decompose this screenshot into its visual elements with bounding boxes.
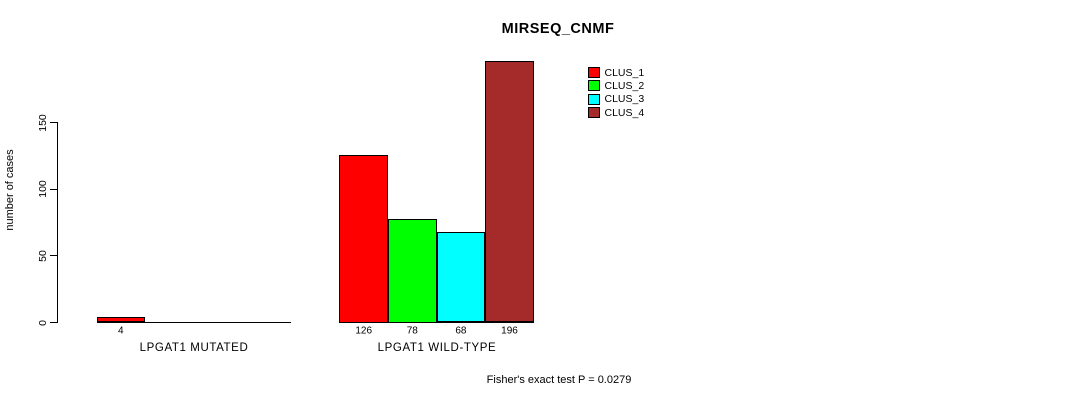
y-tick-label: 150 xyxy=(37,113,49,132)
bar-value-label: 196 xyxy=(501,325,518,337)
y-axis-tick xyxy=(50,255,58,257)
bar-value-label: 68 xyxy=(455,325,467,337)
y-tick-label: 50 xyxy=(37,249,49,262)
bar-value-label: 78 xyxy=(406,325,418,337)
legend-label-clus_2: CLUS_2 xyxy=(604,79,645,92)
bar-clus_1-0 xyxy=(96,317,146,323)
chart-title: MIRSEQ_CNMF xyxy=(501,21,615,37)
legend-swatch-clus_4 xyxy=(588,107,600,119)
y-axis-line xyxy=(57,121,59,324)
bar-clus_4-1 xyxy=(485,61,534,323)
fisher-test-annotation: Fisher's exact test P = 0.0279 xyxy=(486,374,632,386)
legend-label-clus_4: CLUS_4 xyxy=(604,106,645,119)
legend-swatch-clus_3 xyxy=(588,93,600,105)
y-axis-tick xyxy=(50,121,58,124)
bar-value-label: 126 xyxy=(355,325,373,337)
y-axis-tick xyxy=(50,188,58,190)
y-tick-label: 100 xyxy=(37,180,49,198)
y-tick-label: 0 xyxy=(37,319,49,326)
bar-clus_3-1 xyxy=(436,231,486,323)
bar-clus_2-1 xyxy=(388,218,437,323)
bar-clus_1-1 xyxy=(339,154,388,323)
legend-label-clus_1: CLUS_1 xyxy=(604,66,645,79)
bar-value-label: 4 xyxy=(118,325,124,337)
y-axis-tick xyxy=(50,321,58,324)
x-category-label-mutated: LPGAT1 MUTATED xyxy=(139,342,249,354)
legend-label-clus_3: CLUS_3 xyxy=(604,93,645,106)
legend-swatch-clus_2 xyxy=(588,80,600,92)
x-category-label-wildtype: LPGAT1 WILD-TYPE xyxy=(377,342,497,354)
legend-swatch-clus_1 xyxy=(588,67,600,78)
zero-baseline-0 xyxy=(96,321,291,324)
y-axis-label: number of cases xyxy=(4,149,16,231)
